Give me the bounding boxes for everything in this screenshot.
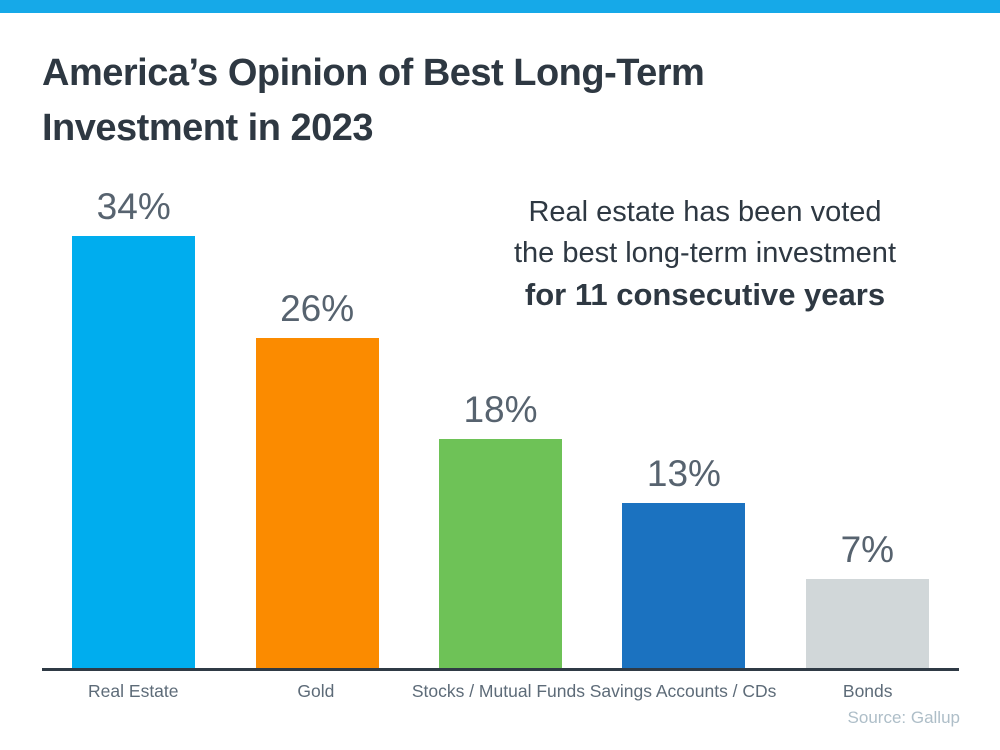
- bar-chart: 34% 26% 18% 13% 7%: [42, 0, 959, 668]
- bar-column-stocks-mutual-funds: 18%: [409, 0, 592, 668]
- page-title: America’s Opinion of Best Long-Term Inves…: [42, 46, 942, 156]
- bar-column-gold: 26%: [225, 0, 408, 668]
- bar-value-label: 13%: [646, 452, 721, 494]
- bar-stocks-mutual-funds: [439, 439, 563, 668]
- category-label-bonds: Bonds: [842, 681, 893, 701]
- category-label-real-estate: Real Estate: [88, 681, 179, 701]
- bar-column-bonds: 7%: [776, 0, 959, 668]
- bar-column-savings-accounts-cds: 13%: [592, 0, 775, 668]
- bar-bonds: [805, 579, 929, 668]
- page-title-line-2: Investment in 2023: [42, 107, 374, 149]
- bar-column-real-estate: 34%: [42, 0, 225, 668]
- annotation-line-1: Real estate has been voted: [528, 196, 882, 228]
- page-title-line-1: America’s Opinion of Best Long-Term: [42, 52, 705, 94]
- bar-value-label: 26%: [280, 287, 355, 329]
- annotation: Real estate has been voted the best long…: [430, 192, 980, 315]
- bar-value-label: 34%: [96, 186, 171, 228]
- category-label-gold: Gold: [297, 681, 335, 701]
- category-label-savings-accounts-cds: Savings Accounts / CDs: [589, 681, 777, 701]
- bar-value-label: 7%: [840, 529, 895, 571]
- bar-value-label: 18%: [463, 389, 538, 431]
- bar-savings-accounts-cds: [622, 502, 746, 668]
- top-accent-bar: [0, 0, 1000, 13]
- x-axis-line: [42, 668, 959, 671]
- category-labels: Real Estate Gold Stocks / Mutual Funds Savi…: [42, 681, 959, 702]
- bar-gold: [255, 337, 379, 668]
- bar-real-estate: [72, 236, 196, 668]
- annotation-line-3: for 11 consecutive years: [524, 277, 886, 312]
- annotation-line-2: the best long-term investment: [513, 237, 896, 269]
- source-credit: Source: Gallup: [847, 708, 960, 727]
- category-label-stocks-mutual-funds: Stocks / Mutual Funds: [411, 681, 585, 701]
